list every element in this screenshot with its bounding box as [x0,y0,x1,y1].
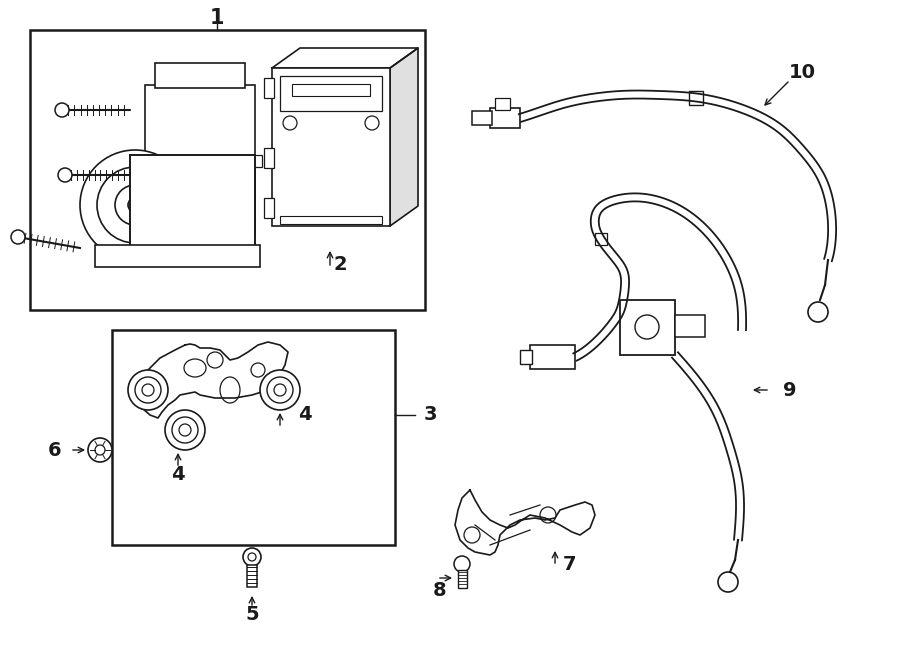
Bar [30,30,425,310]
Circle shape [80,150,190,260]
Bar [280,216,382,224]
Polygon shape [455,490,595,555]
Text: 4: 4 [298,405,311,424]
Polygon shape [272,48,418,68]
Circle shape [274,384,286,396]
Bar [95,245,260,267]
Circle shape [172,417,198,443]
Circle shape [454,556,470,572]
Ellipse shape [184,359,206,377]
Circle shape [179,424,191,436]
Circle shape [58,168,72,182]
Bar [112,330,395,545]
Circle shape [142,384,154,396]
Circle shape [128,370,168,410]
Bar [264,148,274,168]
Bar [280,76,382,111]
Bar [292,84,370,96]
Text: 6: 6 [49,440,62,459]
Text: 10: 10 [788,63,815,81]
Text: 9: 9 [783,381,796,399]
Polygon shape [138,342,288,418]
Bar [155,63,245,88]
Bar [458,570,467,588]
Bar [130,155,255,250]
Bar [247,565,257,587]
Bar [272,68,390,226]
Text: 3: 3 [423,405,436,424]
Circle shape [267,377,293,403]
Text: 8: 8 [433,580,446,600]
Circle shape [243,548,261,566]
Bar [595,233,607,245]
Circle shape [135,377,161,403]
Circle shape [260,370,300,410]
Bar [520,350,532,364]
Circle shape [251,363,265,377]
Text: 4: 4 [171,465,184,485]
Text: 1: 1 [210,8,224,28]
Bar [675,315,705,337]
Text: 5: 5 [245,605,259,625]
Bar [689,91,703,105]
Bar [490,108,520,128]
Polygon shape [390,48,418,226]
Circle shape [88,438,112,462]
Bar [472,111,492,125]
Text: 7: 7 [563,555,577,574]
Bar [264,198,274,218]
Bar [620,300,675,355]
Text: 2: 2 [333,256,346,274]
Bar [145,85,255,235]
Circle shape [165,410,205,450]
Ellipse shape [220,377,240,403]
Bar [264,78,274,98]
Circle shape [207,352,223,368]
Circle shape [55,103,69,117]
Bar [250,155,262,167]
Bar [495,98,510,110]
Bar [530,345,575,369]
Circle shape [11,230,25,244]
